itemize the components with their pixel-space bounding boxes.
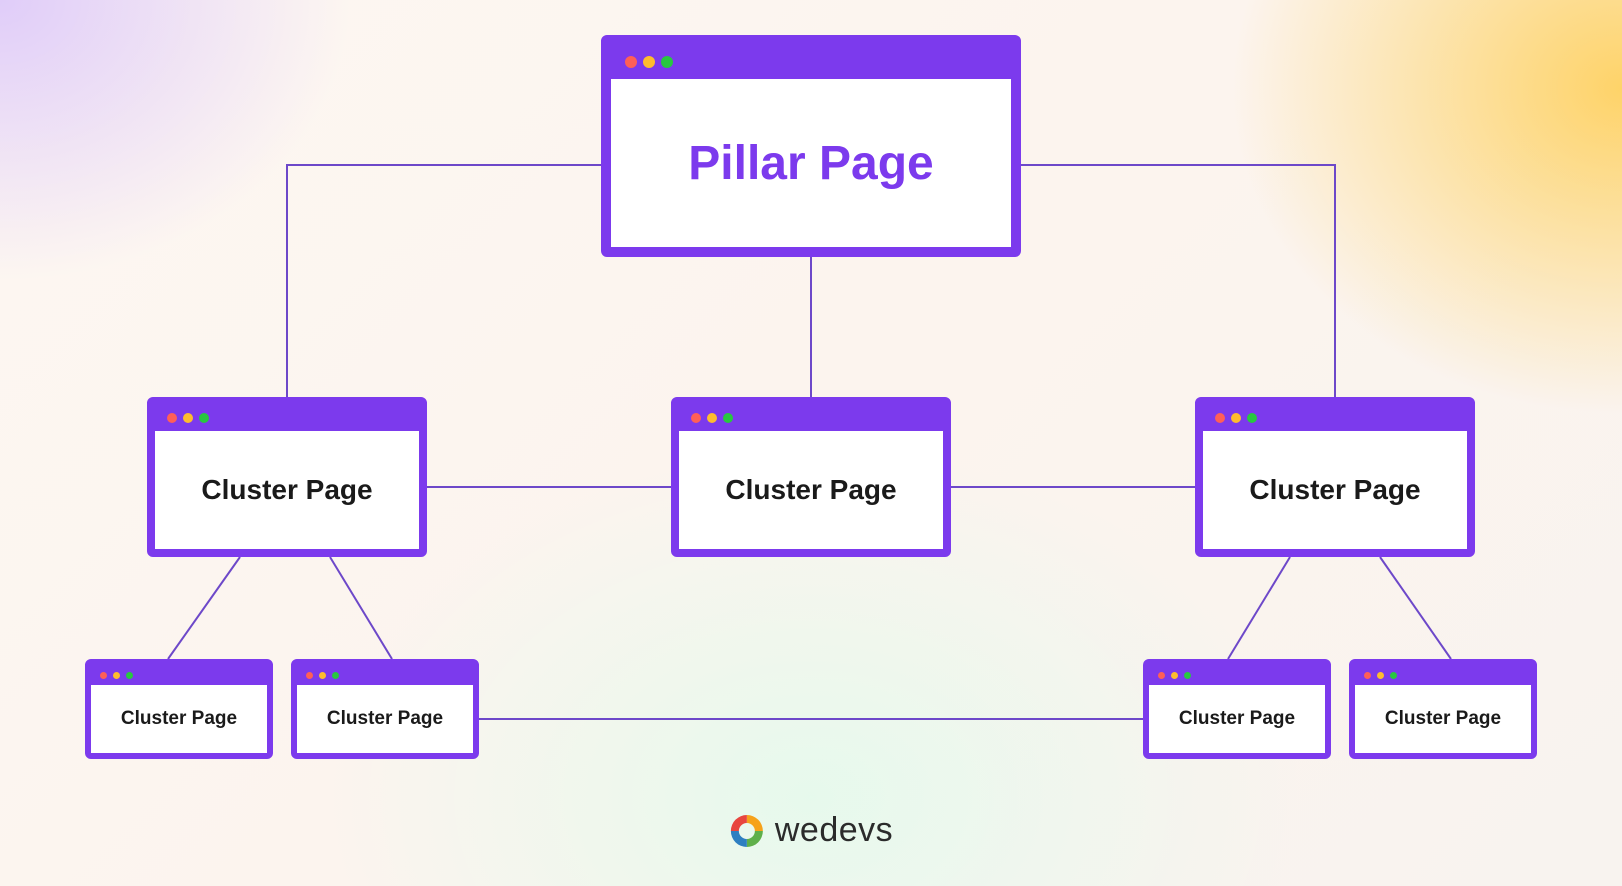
traffic-light-dot xyxy=(691,413,701,423)
traffic-light-dot xyxy=(319,672,326,679)
window-body: Cluster Page xyxy=(679,431,943,549)
brand-logo-text: wedevs xyxy=(775,811,893,850)
cluster-window: Cluster Page xyxy=(1143,659,1331,759)
traffic-light-dot xyxy=(1377,672,1384,679)
traffic-light-dot xyxy=(113,672,120,679)
window-body: Cluster Page xyxy=(297,685,473,753)
traffic-light-dot xyxy=(126,672,133,679)
cluster-label: Cluster Page xyxy=(121,708,237,730)
traffic-light-dot xyxy=(199,413,209,423)
window-body: Cluster Page xyxy=(155,431,419,549)
brand-logo-mark xyxy=(729,813,765,849)
traffic-light-dot xyxy=(1184,672,1191,679)
cluster-window: Cluster Page xyxy=(291,659,479,759)
traffic-light-dot xyxy=(1364,672,1371,679)
traffic-light-dot xyxy=(661,56,673,68)
traffic-light-dot xyxy=(625,56,637,68)
pillar-window: Pillar Page xyxy=(601,35,1021,257)
cluster-window: Cluster Page xyxy=(85,659,273,759)
traffic-light-dot xyxy=(1231,413,1241,423)
traffic-light-dot xyxy=(723,413,733,423)
traffic-light-dot xyxy=(1247,413,1257,423)
traffic-light-dot xyxy=(306,672,313,679)
cluster-label: Cluster Page xyxy=(327,708,443,730)
window-titlebar xyxy=(611,45,1011,79)
traffic-light-dot xyxy=(100,672,107,679)
window-body: Cluster Page xyxy=(1203,431,1467,549)
traffic-light-dot xyxy=(1171,672,1178,679)
traffic-light-dot xyxy=(1158,672,1165,679)
window-titlebar xyxy=(297,665,473,685)
cluster-window: Cluster Page xyxy=(671,397,951,557)
traffic-light-dot xyxy=(1390,672,1397,679)
window-body: Cluster Page xyxy=(1355,685,1531,753)
window-body: Pillar Page xyxy=(611,79,1011,247)
window-titlebar xyxy=(1203,405,1467,431)
window-titlebar xyxy=(155,405,419,431)
window-titlebar xyxy=(91,665,267,685)
cluster-label: Cluster Page xyxy=(201,474,372,506)
brand-logo: wedevs xyxy=(729,811,893,850)
cluster-label: Cluster Page xyxy=(725,474,896,506)
cluster-label: Cluster Page xyxy=(1179,708,1295,730)
traffic-light-dot xyxy=(183,413,193,423)
cluster-label: Cluster Page xyxy=(1249,474,1420,506)
cluster-window: Cluster Page xyxy=(147,397,427,557)
traffic-light-dot xyxy=(332,672,339,679)
pillar-label: Pillar Page xyxy=(688,136,933,191)
window-titlebar xyxy=(1149,665,1325,685)
window-body: Cluster Page xyxy=(91,685,267,753)
window-titlebar xyxy=(1355,665,1531,685)
traffic-light-dot xyxy=(1215,413,1225,423)
traffic-light-dot xyxy=(643,56,655,68)
cluster-window: Cluster Page xyxy=(1195,397,1475,557)
traffic-light-dot xyxy=(167,413,177,423)
window-body: Cluster Page xyxy=(1149,685,1325,753)
cluster-window: Cluster Page xyxy=(1349,659,1537,759)
cluster-label: Cluster Page xyxy=(1385,708,1501,730)
traffic-light-dot xyxy=(707,413,717,423)
window-titlebar xyxy=(679,405,943,431)
